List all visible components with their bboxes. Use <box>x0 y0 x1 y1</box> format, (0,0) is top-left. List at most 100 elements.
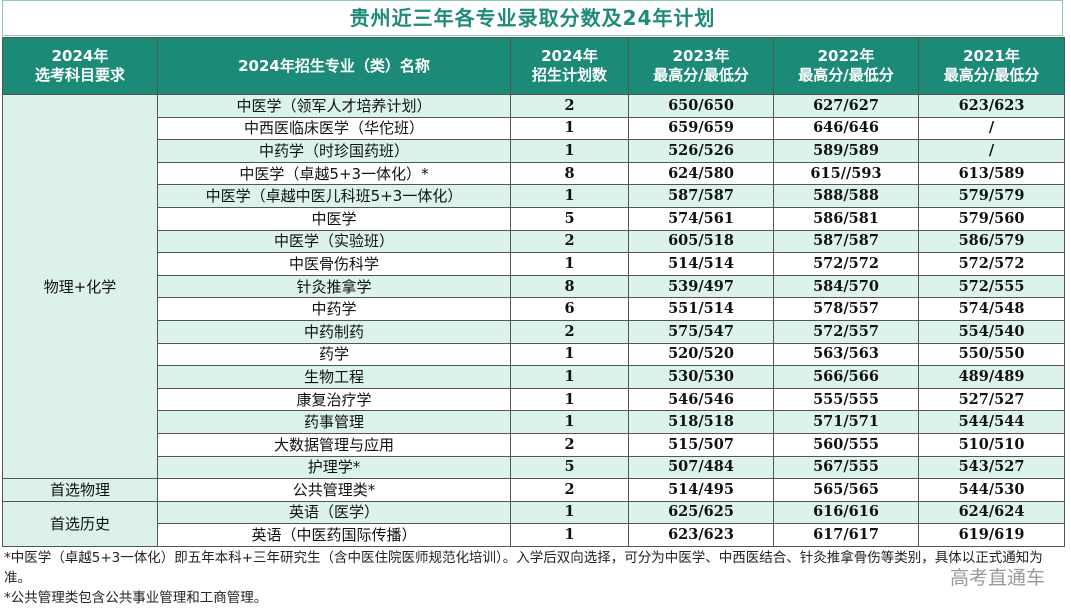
table-row: 中医骨伤科学 1 514/514 572/572 572/572 <box>3 252 1065 276</box>
header-cell: 2023年 最高分/最低分 <box>628 37 774 95</box>
cell: 6 <box>510 297 629 321</box>
header-line: 2022年 <box>817 47 875 65</box>
cell: 539/497 <box>628 274 774 299</box>
table-row: 中医学 5 574/561 586/581 579/560 <box>3 206 1065 231</box>
cell: 507/484 <box>628 455 774 480</box>
header-line: 最高分/最低分 <box>798 66 894 84</box>
major-name: 英语（中医药国际传播） <box>157 523 511 547</box>
table-row: 生物工程 1 530/530 566/566 489/489 <box>3 365 1065 389</box>
cell: 543/527 <box>918 455 1065 480</box>
table-row: 中西医临床医学（华佗班） 1 659/659 646/646/ <box>3 116 1065 141</box>
group-label: 首选物理 <box>2 478 158 502</box>
table-row: 中药制药 2 575/547 572/557 554/540 <box>3 319 1065 344</box>
major-name: 大数据管理与应用 <box>157 432 511 457</box>
table-row: 药学 1 520/520 563/563 550/550 <box>3 342 1065 367</box>
cell: 572/557 <box>773 319 919 344</box>
cell: 589/589 <box>773 139 919 163</box>
major-name: 康复治疗学 <box>157 387 511 412</box>
cell: 1 <box>510 342 629 367</box>
cell: 2 <box>510 319 629 344</box>
cell: 584/570 <box>773 274 919 299</box>
table-row: 中医学（卓越中医儿科班5+3一体化） 1 587/587 588/588 579/579 <box>3 184 1065 208</box>
header-line: 2024年招生专业（类）名称 <box>238 56 430 75</box>
cell: 616/616 <box>773 500 919 525</box>
cell: 489/489 <box>918 365 1065 389</box>
major-name: 药学 <box>157 342 511 367</box>
table-row: 英语（中医药国际传播） 1 623/623 617/617 619/619 <box>3 523 1065 547</box>
cell: 554/540 <box>918 319 1065 344</box>
cell: 514/514 <box>628 252 774 276</box>
table-row: 中医学（卓越5+3一体化）* 8 624/580 615//593 613/589 <box>3 161 1065 186</box>
cell: 8 <box>510 161 629 186</box>
header-row: 2024年 选考科目要求 2024年招生专业（类）名称 2024年 招生计划数 2023年… <box>2 37 1065 95</box>
table-row: 中医学（实验班） 2 605/518 587/587 586/579 <box>3 229 1065 254</box>
header-line: 选考科目要求 <box>34 66 125 84</box>
cell: 515/507 <box>628 432 774 457</box>
cell: 555/555 <box>773 387 919 412</box>
cell: 572/572 <box>918 252 1065 276</box>
cell: 572/572 <box>773 252 919 276</box>
major-name: 生物工程 <box>157 365 511 389</box>
cell: 1 <box>510 410 629 434</box>
cell: 627/627 <box>773 94 919 118</box>
cell: 1 <box>510 500 629 525</box>
cell: 619/619 <box>918 523 1065 547</box>
cell: 550/550 <box>918 342 1065 367</box>
cell: 605/518 <box>628 229 774 254</box>
cell: 566/566 <box>773 365 919 389</box>
table-row: 大数据管理与应用 2 515/507 560/555 510/510 <box>3 432 1065 457</box>
header-cell: 2022年 最高分/最低分 <box>773 37 919 95</box>
table-row: 中药学 6 551/514 578/557 574/548 <box>3 297 1065 321</box>
cell: 587/587 <box>628 184 774 208</box>
cell: 2 <box>510 229 629 254</box>
cell: 518/518 <box>628 410 774 434</box>
table-row: 药事管理 1 518/518 571/571 544/544 <box>3 410 1065 434</box>
cell: 560/555 <box>773 432 919 457</box>
table-row: 护理学* 5 507/484 567/555 543/527 <box>3 455 1065 480</box>
cell: 659/659 <box>628 116 774 141</box>
header-line: 2024年 <box>541 47 598 65</box>
footnote: *公共管理类包含公共事业管理和工商管理。 <box>4 590 268 606</box>
major-name: 中医学 <box>157 206 511 231</box>
header-line: 2024年 <box>51 47 109 65</box>
header-line: 最高分/最低分 <box>653 66 749 84</box>
cell: 514/495 <box>628 478 774 502</box>
header-line: 最高分/最低分 <box>943 66 1040 84</box>
table-row: 针灸推拿学 8 539/497 584/570 572/555 <box>3 274 1065 299</box>
major-name: 中医学（卓越5+3一体化）* <box>157 161 511 186</box>
group-label: 首选历史 <box>2 500 158 547</box>
cell: 587/587 <box>773 229 919 254</box>
cell: 551/514 <box>628 297 774 321</box>
cell: 617/617 <box>773 523 919 547</box>
major-name: 中医学（卓越中医儿科班5+3一体化） <box>157 184 511 208</box>
header-line: 2023年 <box>672 47 730 65</box>
cell: 563/563 <box>773 342 919 367</box>
cell: 510/510 <box>918 432 1065 457</box>
cell: 546/546 <box>628 387 774 412</box>
cell: 1 <box>510 184 629 208</box>
cell: / <box>918 116 1065 141</box>
cell: 625/625 <box>628 500 774 525</box>
table-row: 首选历史 英语（医学） 1 625/625 616/616 624/624 <box>2 500 1065 547</box>
major-name: 护理学* <box>157 455 511 480</box>
cell: 572/555 <box>918 274 1065 299</box>
cell: 575/547 <box>628 319 774 344</box>
cell: 571/571 <box>773 410 919 434</box>
major-name: 中医学（实验班） <box>157 229 511 254</box>
cell: 586/581 <box>773 206 919 231</box>
cell: 567/555 <box>773 455 919 480</box>
table-row: 中药学（时珍国药班） 1 526/526 589/589/ <box>3 139 1065 163</box>
cell: 650/650 <box>628 94 774 118</box>
cell: 624/624 <box>918 500 1065 525</box>
cell: 579/579 <box>918 184 1065 208</box>
cell: 586/579 <box>918 229 1065 254</box>
cell: 520/520 <box>628 342 774 367</box>
title: 贵州近三年各专业录取分数及24年计划 <box>2 0 1063 36</box>
major-name: 英语（医学） <box>157 500 511 525</box>
cell: 5 <box>510 206 629 231</box>
cell: 544/530 <box>918 478 1065 502</box>
major-name: 中西医临床医学（华佗班） <box>157 116 511 141</box>
cell: 615//593 <box>773 161 919 186</box>
cell: 574/548 <box>918 297 1065 321</box>
